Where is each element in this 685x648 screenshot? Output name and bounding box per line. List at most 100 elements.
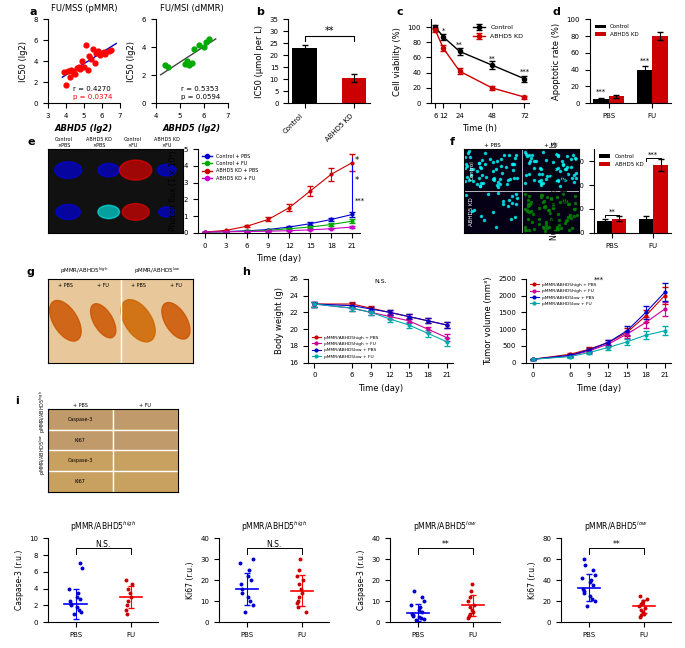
Point: [417, 607, 428, 617]
Point: [78, 62, 89, 72]
Point: [292, 598, 303, 608]
Point: [75, 64, 86, 74]
Point: [188, 43, 199, 54]
Title: FU/MSS (pMMR): FU/MSS (pMMR): [51, 4, 117, 13]
Point: [634, 591, 645, 601]
Text: Control
×FU: Control ×FU: [124, 137, 142, 148]
Point: [64, 72, 75, 82]
Text: g: g: [26, 267, 34, 277]
FancyBboxPatch shape: [114, 472, 177, 492]
Y-axis label: IC50 (lg2): IC50 (lg2): [19, 41, 28, 82]
Text: Ki67: Ki67: [75, 437, 86, 443]
Point: [636, 605, 647, 615]
Point: [469, 600, 479, 610]
Text: r = 0.4270: r = 0.4270: [73, 86, 111, 91]
Point: [577, 573, 588, 583]
X-axis label: Time (h): Time (h): [462, 124, 497, 133]
Point: [75, 559, 86, 569]
Point: [463, 613, 474, 623]
Point: [293, 564, 304, 575]
Point: [415, 613, 426, 623]
Point: [295, 554, 306, 564]
Y-axis label: Tumor volume (mm³): Tumor volume (mm³): [484, 277, 493, 365]
Point: [160, 60, 171, 71]
Text: **: **: [441, 540, 449, 549]
Point: [408, 610, 419, 620]
Point: [60, 80, 71, 91]
Text: d: d: [553, 7, 561, 17]
Point: [584, 591, 595, 601]
Point: [162, 62, 173, 72]
Point: [588, 564, 599, 575]
Legend: pMMR/ABHD5high + PBS, pMMR/ABHD5high + FU, pMMR/ABHD5low + PBS, pMMR/ABHD5low + : pMMR/ABHD5high + PBS, pMMR/ABHD5high + F…: [528, 281, 599, 308]
Point: [636, 599, 647, 610]
Text: b: b: [256, 7, 264, 17]
Text: **: **: [612, 540, 620, 549]
Point: [242, 592, 253, 602]
Point: [636, 598, 647, 608]
Text: **: **: [325, 26, 334, 36]
Point: [239, 607, 250, 617]
Point: [179, 59, 190, 69]
Point: [466, 586, 477, 596]
Point: [71, 62, 82, 73]
Text: pMMR/ABHD5$^{low}$: pMMR/ABHD5$^{low}$: [38, 433, 48, 474]
Point: [121, 600, 132, 610]
Point: [579, 586, 590, 596]
Text: r = 0.5353: r = 0.5353: [181, 86, 219, 91]
Text: Ki67: Ki67: [75, 480, 86, 485]
Text: c: c: [397, 7, 403, 17]
Point: [413, 612, 424, 622]
Point: [588, 580, 599, 590]
Point: [97, 48, 108, 58]
Text: *: *: [354, 156, 359, 165]
Point: [463, 610, 474, 621]
Legend: Control + PBS, Control + FU, ABHD5 KD + PBS, ABHD5 KD + FU: Control + PBS, Control + FU, ABHD5 KD + …: [200, 152, 260, 183]
Text: Caspase-3: Caspase-3: [68, 417, 93, 422]
X-axis label: ABHD5 (lg2): ABHD5 (lg2): [163, 124, 221, 133]
Y-axis label: Number of apoptotic cells
(per field): Number of apoptotic cells (per field): [550, 141, 570, 240]
Bar: [639, 218, 653, 233]
Point: [201, 36, 212, 47]
Point: [410, 615, 421, 625]
Point: [642, 594, 653, 604]
Point: [419, 596, 429, 607]
Point: [295, 583, 306, 594]
Ellipse shape: [121, 299, 155, 342]
Circle shape: [98, 205, 119, 218]
Point: [84, 51, 95, 62]
Bar: [597, 221, 612, 233]
Text: p = 0.0374: p = 0.0374: [73, 94, 112, 100]
Point: [59, 67, 70, 77]
X-axis label: Time (day): Time (day): [576, 384, 621, 393]
Point: [582, 601, 593, 612]
Circle shape: [159, 207, 175, 217]
Point: [579, 554, 590, 564]
Y-axis label: IC50 (lg2): IC50 (lg2): [127, 41, 136, 82]
Point: [89, 58, 100, 69]
Point: [638, 608, 649, 619]
Point: [69, 69, 80, 79]
Text: **: **: [608, 209, 615, 214]
Point: [634, 601, 645, 612]
Point: [408, 586, 419, 596]
FancyBboxPatch shape: [114, 430, 177, 450]
Text: N.S.: N.S.: [266, 540, 282, 549]
Text: *: *: [354, 176, 359, 185]
Point: [105, 45, 116, 55]
Text: + FU: + FU: [140, 402, 151, 408]
Point: [77, 56, 88, 67]
Point: [92, 45, 103, 56]
Text: N.S.: N.S.: [95, 540, 111, 549]
FancyBboxPatch shape: [114, 409, 177, 429]
Point: [297, 588, 308, 598]
Text: ***: ***: [519, 69, 530, 75]
FancyBboxPatch shape: [49, 430, 112, 450]
Point: [408, 610, 419, 621]
Text: f: f: [449, 137, 455, 147]
Y-axis label: IC50 (μmol per L): IC50 (μmol per L): [255, 25, 264, 98]
Circle shape: [158, 164, 176, 176]
Text: pMMR/ABHD5$^{low}$: pMMR/ABHD5$^{low}$: [134, 265, 180, 275]
Point: [75, 594, 86, 604]
Point: [64, 596, 75, 607]
